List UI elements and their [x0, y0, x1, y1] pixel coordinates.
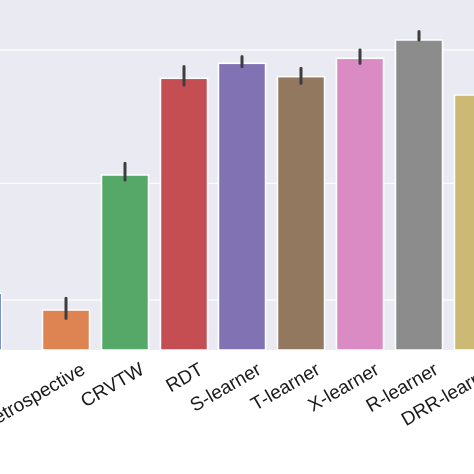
- bar-CRVTW: [100, 174, 150, 351]
- bar-T-learner: [276, 75, 326, 351]
- error-bars: [64, 30, 421, 320]
- x-tick-label: Retrospective: [0, 359, 89, 435]
- x-tick-labels: oRetrospectiveCRVTWRDTS-learnerT-learner…: [0, 359, 474, 436]
- bar-RDT: [159, 77, 209, 351]
- x-tick-label: CRVTW: [77, 359, 148, 412]
- bar-o: [0, 292, 3, 351]
- bar-R-learner: [394, 39, 444, 351]
- x-tick-label: o: [0, 359, 1, 382]
- bar-S-learner: [217, 62, 267, 351]
- bar-X-learner: [335, 57, 385, 351]
- bar-DRR-learner: [453, 94, 474, 351]
- bars: [0, 39, 474, 351]
